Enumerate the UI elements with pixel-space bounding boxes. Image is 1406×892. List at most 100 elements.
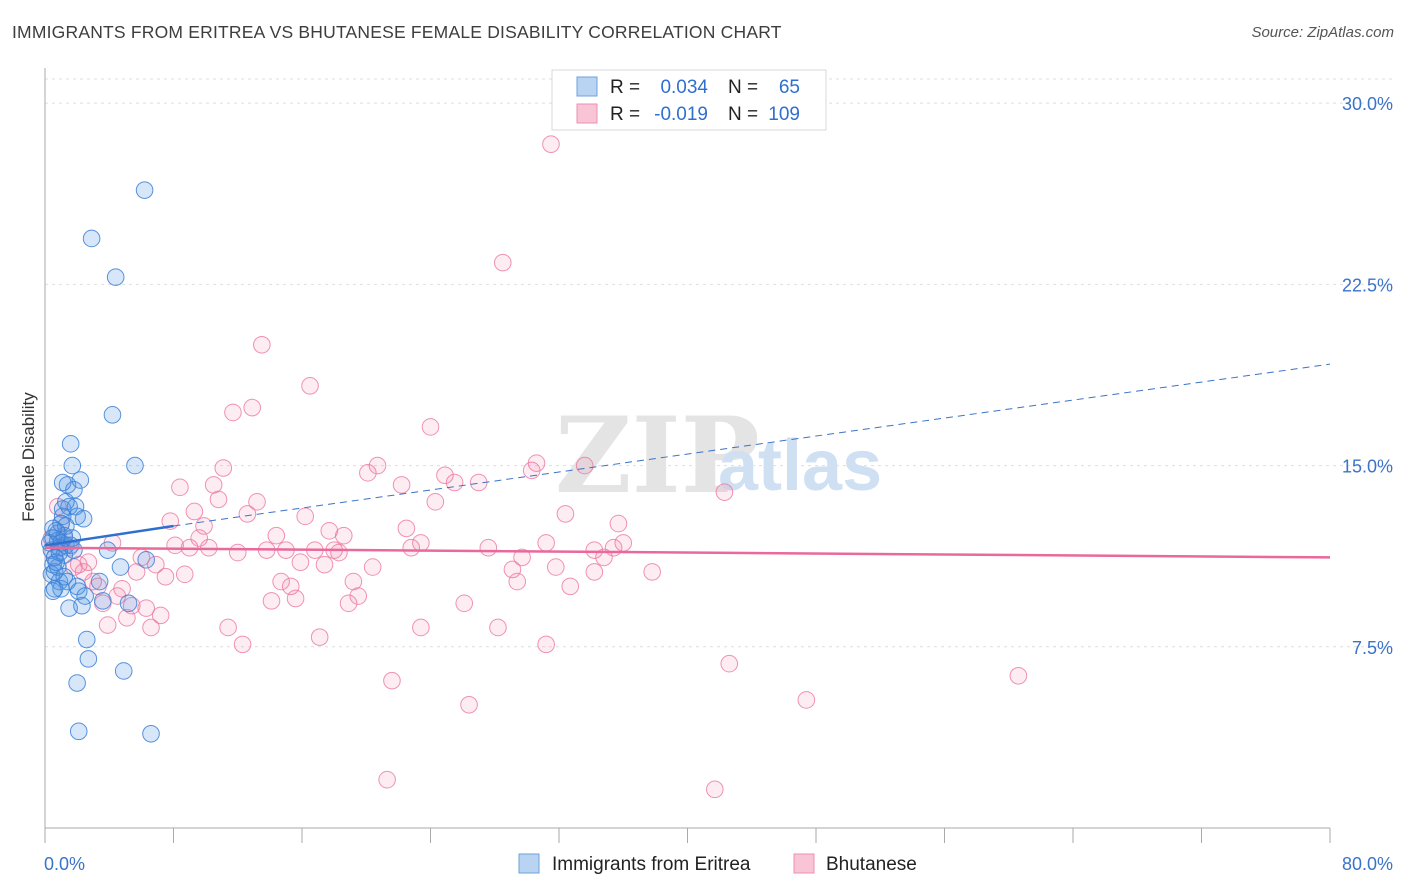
bhutanese-point <box>508 572 527 591</box>
bhutanese-point <box>575 456 594 475</box>
x-tick-label-min: 0.0% <box>44 854 85 874</box>
bhutanese-point <box>546 558 565 576</box>
legend-r-value-2: -0.019 <box>654 104 708 125</box>
eritrea-point <box>90 572 109 591</box>
bhutanese-point <box>797 691 816 709</box>
bhutanese-point <box>175 565 194 584</box>
eritrea-point <box>135 181 154 199</box>
eritrea-point <box>106 268 125 286</box>
eritrea-point <box>60 599 78 617</box>
eritrea-point <box>44 519 62 538</box>
bhutanese-point <box>262 592 281 610</box>
bhutanese-point <box>445 473 464 492</box>
eritrea-point <box>94 592 112 610</box>
bhutanese-point <box>359 464 377 482</box>
bhutanese-point <box>74 563 93 581</box>
x-tick-label-max: 80.0% <box>1342 854 1393 874</box>
bhutanese-point <box>556 505 575 523</box>
bhutanese-point <box>253 335 271 354</box>
bhutanese-point <box>151 606 170 625</box>
eritrea-point <box>126 456 144 475</box>
y-tick-label: 30.0% <box>1342 94 1393 114</box>
bhutanese-point <box>310 628 329 646</box>
legend-n-value-2: 109 <box>768 104 800 125</box>
bhutanese-point <box>604 538 623 557</box>
eritrea-point <box>137 551 155 569</box>
bhutanese-point <box>233 635 252 654</box>
bhutanese-point <box>595 548 613 567</box>
eritrea-point <box>61 435 80 453</box>
bhutanese-point <box>412 534 430 552</box>
eritrea-trend-line <box>44 524 174 547</box>
bhutanese-point <box>402 538 421 557</box>
bhutanese-point <box>147 555 165 574</box>
series-label-bhutanese: Bhutanese <box>826 854 917 875</box>
eritrea-point <box>74 509 93 528</box>
bhutanese-point <box>383 671 401 690</box>
axes <box>44 68 1331 843</box>
eritrea-trend-extension <box>173 363 1331 527</box>
eritrea-point <box>73 596 91 615</box>
bhutanese-point <box>334 526 353 545</box>
chart-title: IMMIGRANTS FROM ERITREA VS BHUTANESE FEM… <box>12 22 782 42</box>
eritrea-point <box>98 541 117 559</box>
eritrea-point <box>63 456 82 475</box>
bhutanese-point <box>301 377 319 395</box>
bhutanese-point <box>339 594 358 613</box>
bhutanese-point <box>296 507 315 526</box>
chart-source: Source: ZipAtlas.com <box>1251 24 1394 41</box>
eritrea-point <box>63 529 82 547</box>
legend-r-value-1: 0.034 <box>660 77 708 98</box>
bhutanese-point <box>137 599 155 617</box>
bhutanese-point <box>426 493 445 511</box>
eritrea-point <box>79 650 98 668</box>
legend-r-label-1: R = <box>610 77 640 98</box>
bhutanese-point <box>195 517 213 535</box>
bhutanese-point <box>291 553 310 572</box>
bhutanese-point <box>392 476 411 494</box>
bhutanese-point <box>209 490 228 509</box>
legend-swatch-eritrea <box>576 76 598 97</box>
bhutanese-point <box>363 558 382 576</box>
eritrea-point <box>111 558 130 576</box>
bhutanese-point <box>537 534 555 552</box>
watermark-atlas: atlas <box>718 426 882 506</box>
bhutanese-point <box>219 618 237 637</box>
bhutanese-point <box>1009 666 1028 685</box>
bhutanese-point <box>643 563 661 581</box>
bhutanese-point <box>706 780 724 799</box>
bhutanese-point <box>493 253 512 272</box>
bhutanese-point <box>84 572 102 591</box>
legend-r-label-2: R = <box>610 104 640 125</box>
bhutanese-point <box>479 538 498 557</box>
trend-lines <box>44 363 1331 559</box>
series-swatch-eritrea <box>518 853 540 874</box>
legend-box <box>551 69 827 131</box>
eritrea-point <box>57 493 75 511</box>
bhutanese-point <box>537 635 555 654</box>
bhutanese-point <box>489 618 507 637</box>
bhutanese-point <box>585 563 604 581</box>
grid-lines <box>45 78 1392 648</box>
eritrea-point <box>47 553 66 572</box>
eritrea-point <box>69 722 88 741</box>
eritrea-point <box>68 674 86 692</box>
eritrea-point <box>142 724 160 743</box>
eritrea-point <box>58 572 77 591</box>
bhutanese-point <box>315 555 334 574</box>
bhutanese-point <box>98 616 117 634</box>
bhutanese-point <box>412 618 430 637</box>
series-label-eritrea: Immigrants from Eritrea <box>552 854 751 875</box>
eritrea-point <box>114 662 133 680</box>
bhutanese-point <box>561 577 580 596</box>
bhutanese-point <box>330 543 348 562</box>
bhutanese-point <box>460 695 478 714</box>
bhutanese-point <box>455 594 474 613</box>
y-tick-label: 15.0% <box>1342 457 1393 477</box>
bhutanese-point <box>224 403 242 422</box>
legend-n-label-1: N = <box>728 77 758 98</box>
eritrea-point <box>71 471 90 489</box>
bhutanese-point <box>715 483 734 501</box>
bhutanese-point <box>113 580 131 598</box>
